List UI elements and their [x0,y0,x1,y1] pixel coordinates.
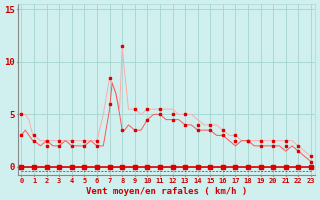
X-axis label: Vent moyen/en rafales ( km/h ): Vent moyen/en rafales ( km/h ) [85,187,247,196]
